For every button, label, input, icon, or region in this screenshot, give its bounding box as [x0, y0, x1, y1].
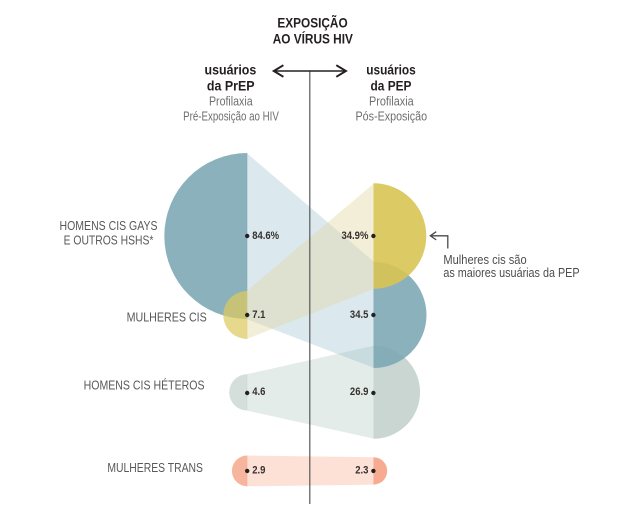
svg-text:da PrEP: da PrEP: [207, 78, 255, 94]
svg-text:usuários: usuários: [205, 62, 257, 78]
svg-text:Profilaxia: Profilaxia: [209, 95, 253, 109]
svg-text:2.3: 2.3: [355, 465, 369, 477]
svg-text:2.9: 2.9: [252, 465, 266, 477]
svg-text:4.6: 4.6: [252, 386, 266, 398]
svg-text:MULHERES TRANS: MULHERES TRANS: [107, 462, 203, 475]
svg-text:usuários: usuários: [366, 62, 415, 78]
svg-text:HOMENS CIS HÉTEROS: HOMENS CIS HÉTEROS: [84, 379, 205, 393]
svg-text:26.9: 26.9: [350, 386, 369, 398]
svg-text:E OUTROS HSHS*: E OUTROS HSHS*: [64, 235, 154, 248]
svg-text:Pós-Exposição: Pós-Exposição: [355, 110, 427, 124]
svg-text:EXPOSIÇÃO: EXPOSIÇÃO: [277, 15, 347, 31]
svg-text:Mulheres cis são: Mulheres cis são: [443, 252, 526, 267]
svg-text:34.9%: 34.9%: [341, 230, 368, 242]
svg-text:AO VÍRUS HIV: AO VÍRUS HIV: [273, 31, 353, 47]
svg-text:84.6%: 84.6%: [252, 230, 279, 242]
svg-text:HOMENS CIS GAYS: HOMENS CIS GAYS: [60, 220, 158, 233]
svg-text:Profilaxia: Profilaxia: [369, 95, 414, 109]
svg-text:7.1: 7.1: [252, 309, 266, 321]
svg-text:34.5: 34.5: [350, 309, 369, 321]
svg-text:da PEP: da PEP: [371, 78, 412, 94]
svg-text:MULHERES CIS: MULHERES CIS: [127, 311, 207, 325]
svg-text:Pré-Exposição ao HIV: Pré-Exposição ao HIV: [183, 110, 279, 123]
svg-text:as maiores usuárias da PEP: as maiores usuárias da PEP: [443, 265, 579, 280]
